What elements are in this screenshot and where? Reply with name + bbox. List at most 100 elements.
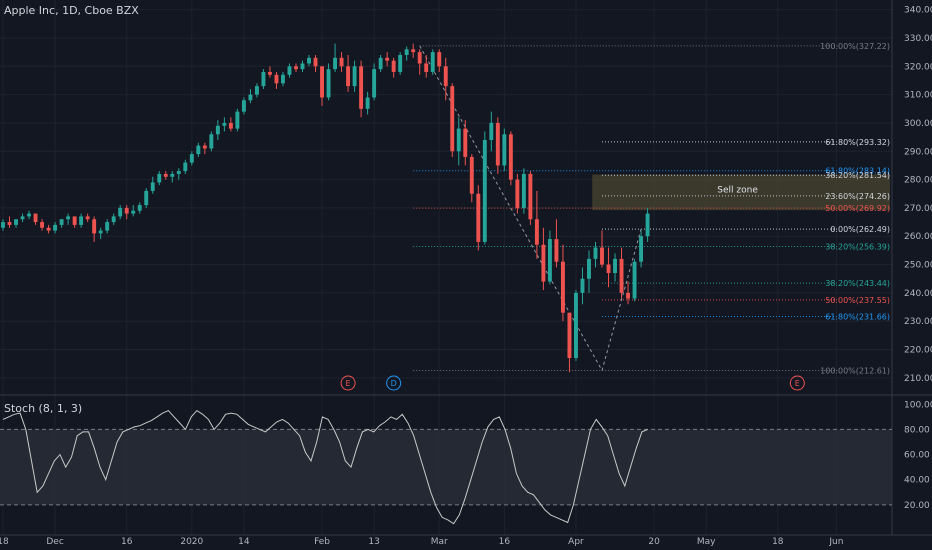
candle-body-8 (53, 224, 58, 231)
fib-label-2: 61.80%(283.14) (825, 167, 890, 176)
candle-body-10 (66, 216, 71, 220)
time-tick-label-10: 20 (648, 537, 660, 547)
candle-body-49 (320, 66, 324, 98)
price-tick-label-12: 330.00 (904, 34, 932, 44)
candle-body-47 (307, 57, 311, 64)
candle-body-97 (632, 261, 637, 299)
price-tick-label-4: 250.00 (904, 261, 932, 271)
candle-body-0 (1, 222, 5, 228)
candle-body-79 (515, 179, 520, 208)
candle-body-38 (248, 94, 253, 101)
candle-body-40 (261, 71, 266, 87)
time-tick-label-0: 18 (0, 537, 9, 547)
candle-body-21 (137, 205, 142, 211)
event-marker-label-0: E (346, 379, 351, 388)
candle-body-22 (144, 190, 149, 206)
candle-body-75 (489, 122, 494, 140)
candle-body-23 (150, 182, 155, 191)
candle-body-78 (508, 134, 513, 180)
candle-body-77 (502, 134, 507, 166)
candle-body-93 (606, 264, 611, 274)
event-marker-2 (789, 375, 805, 391)
candle-body-67 (437, 52, 442, 67)
candle-body-57 (372, 69, 377, 98)
candle-body-3 (20, 216, 25, 220)
candle-body-20 (131, 210, 136, 214)
time-tick-label-12: 18 (772, 537, 784, 547)
candle-body-32 (209, 134, 214, 149)
candle-body-81 (528, 173, 533, 220)
candle-body-80 (521, 173, 526, 208)
price-tick-label-13: 340.00 (904, 6, 932, 16)
fib-label-3: 38.20%(281.54) (825, 171, 890, 180)
candle-body-14 (92, 219, 97, 234)
time-tick-label-6: 13 (368, 537, 379, 547)
stoch-tick-label-5: 100.00 (904, 400, 932, 410)
candle-body-4 (27, 213, 31, 217)
fib-label-1: 61.80%(293.32) (825, 138, 890, 147)
candle-body-35 (228, 122, 233, 129)
candle-body-46 (300, 63, 305, 70)
price-tick-label-8: 290.00 (904, 147, 932, 157)
price-tick-label-10: 310.00 (904, 91, 932, 101)
time-tick-label-9: Apr (568, 537, 584, 547)
candle-body-71 (463, 128, 468, 157)
candle-body-61 (398, 54, 403, 72)
candle-body-96 (626, 292, 631, 299)
candle-body-99 (645, 213, 650, 237)
candle-body-16 (105, 222, 110, 231)
candle-body-2 (14, 219, 18, 225)
candle-body-45 (294, 66, 298, 70)
candle-body-12 (79, 216, 84, 225)
candle-body-63 (411, 49, 416, 53)
price-tick-label-0: 210.00 (904, 374, 932, 384)
candle-body-98 (639, 236, 644, 262)
stoch-tick-label-1: 20.00 (904, 501, 930, 511)
candle-body-44 (287, 66, 292, 75)
candle-body-62 (404, 49, 409, 55)
candle-body-84 (547, 239, 552, 282)
candle-body-27 (176, 171, 181, 174)
time-tick-label-7: Mar (431, 537, 448, 547)
candle-body-89 (580, 278, 585, 293)
candle-body-83 (541, 244, 546, 282)
price-tick-label-6: 270.00 (904, 204, 932, 214)
fib-label-5: 50.00%(269.92) (825, 204, 890, 213)
candle-body-91 (593, 247, 598, 259)
time-tick-label-13: Jun (828, 537, 843, 547)
fib-label-6: 0.00%(262.49) (830, 225, 890, 234)
candle-body-90 (587, 258, 591, 279)
candle-body-13 (85, 216, 90, 220)
candle-body-82 (534, 219, 539, 245)
candle-body-36 (235, 111, 240, 129)
candle-body-39 (254, 86, 259, 95)
time-tick-label-8: 16 (499, 537, 511, 547)
stoch-tick-label-2: 40.00 (904, 476, 930, 486)
event-marker-label-1: D (391, 379, 397, 388)
candle-body-52 (339, 57, 344, 67)
candle-body-17 (111, 216, 116, 223)
candle-body-64 (417, 52, 422, 64)
candle-body-54 (352, 66, 357, 87)
fib-label-9: 50.00%(237.55) (825, 296, 890, 305)
candle-body-19 (124, 207, 129, 214)
candle-body-76 (495, 122, 500, 166)
candle-body-48 (313, 57, 318, 67)
price-tick-label-9: 300.00 (904, 119, 932, 129)
candle-body-94 (613, 258, 617, 274)
stoch-tick-label-3: 60.00 (904, 451, 930, 461)
event-marker-0 (340, 375, 356, 391)
candle-body-30 (196, 145, 201, 155)
price-tick-label-11: 320.00 (904, 62, 932, 72)
candle-body-65 (424, 63, 429, 72)
candle-body-58 (378, 57, 383, 70)
price-tick-label-7: 280.00 (904, 176, 932, 186)
candle-body-88 (574, 292, 578, 359)
candle-body-34 (222, 122, 227, 126)
time-tick-label-2: 16 (121, 537, 133, 547)
candle-body-73 (476, 193, 481, 242)
time-tick-label-5: Feb (314, 537, 330, 547)
candle-body-59 (385, 57, 390, 61)
fib-label-11: 100.00%(212.61) (820, 366, 890, 375)
